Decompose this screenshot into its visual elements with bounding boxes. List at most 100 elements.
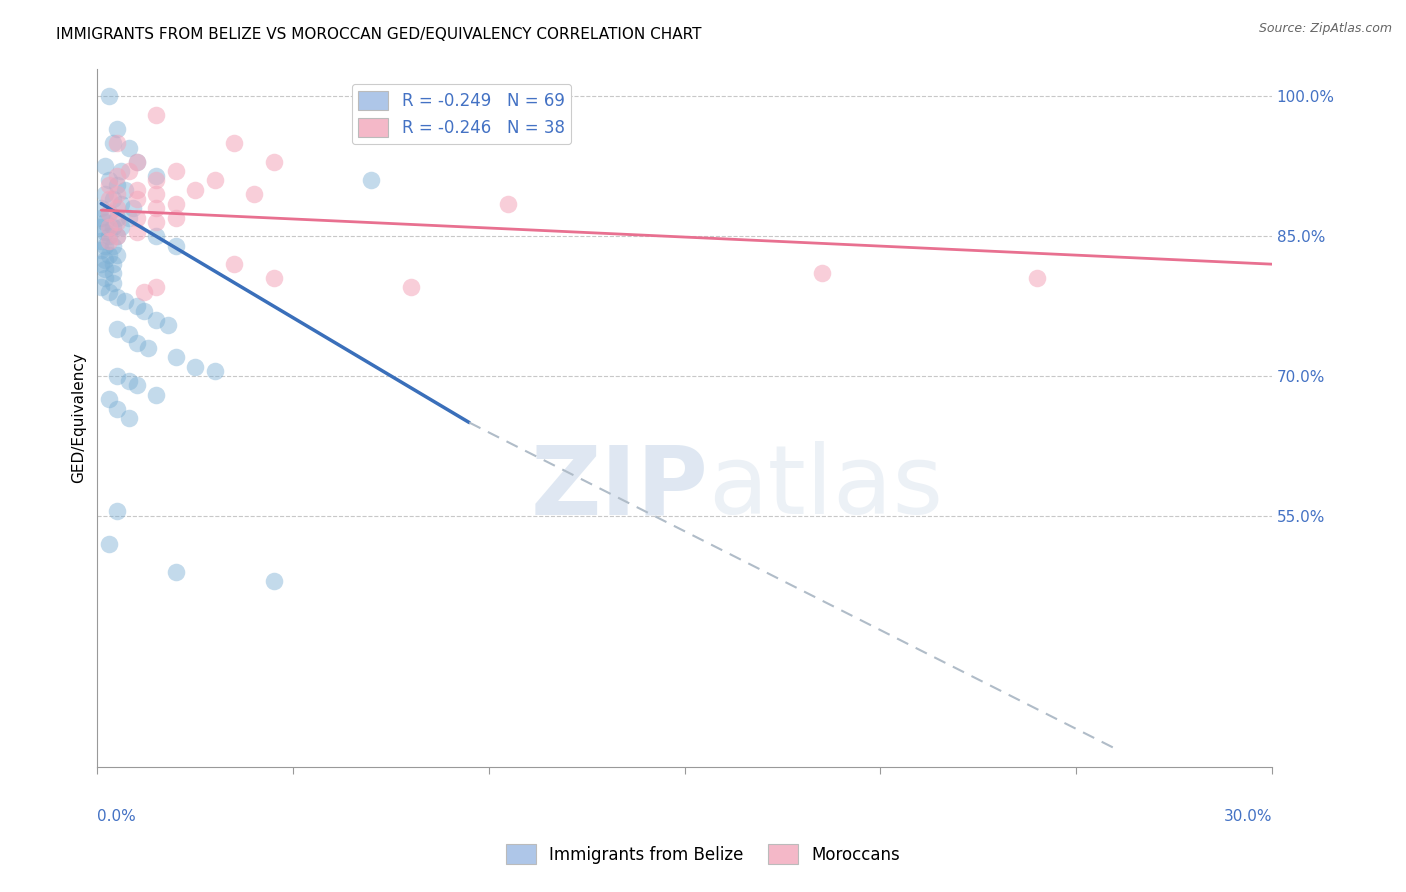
Point	[105, 215, 128, 229]
Point	[145, 173, 167, 187]
Text: ZIP: ZIP	[530, 442, 709, 534]
Point	[184, 183, 207, 197]
Text: Source: ZipAtlas.com: Source: ZipAtlas.com	[1258, 22, 1392, 36]
Point	[90, 234, 112, 248]
Point	[101, 267, 124, 281]
Point	[98, 248, 121, 262]
Point	[114, 183, 136, 197]
Point	[360, 173, 382, 187]
Point	[810, 267, 832, 281]
Point	[114, 294, 136, 309]
Point	[118, 211, 141, 225]
Point	[118, 164, 141, 178]
Point	[125, 211, 148, 225]
Point	[98, 229, 121, 244]
Point	[118, 141, 141, 155]
Legend: R = -0.249   N = 69, R = -0.246   N = 38: R = -0.249 N = 69, R = -0.246 N = 38	[352, 84, 571, 144]
Point	[105, 201, 128, 215]
Point	[125, 336, 148, 351]
Point	[90, 257, 112, 271]
Point	[101, 219, 124, 234]
Point	[101, 276, 124, 290]
Point	[125, 378, 148, 392]
Point	[165, 211, 187, 225]
Point	[94, 159, 117, 173]
Point	[105, 136, 128, 150]
Point	[105, 169, 128, 183]
Point	[94, 225, 117, 239]
Point	[134, 285, 156, 299]
Point	[145, 108, 167, 122]
Point	[498, 196, 520, 211]
Point	[105, 401, 128, 416]
Point	[165, 238, 187, 252]
Point	[98, 89, 121, 103]
Point	[263, 154, 285, 169]
Point	[98, 285, 121, 299]
Point	[98, 392, 121, 407]
Text: IMMIGRANTS FROM BELIZE VS MOROCCAN GED/EQUIVALENCY CORRELATION CHART: IMMIGRANTS FROM BELIZE VS MOROCCAN GED/E…	[56, 27, 702, 42]
Point	[98, 178, 121, 192]
Point	[105, 187, 128, 202]
Point	[105, 122, 128, 136]
Point	[101, 192, 124, 206]
Point	[125, 154, 148, 169]
Legend: Immigrants from Belize, Moroccans: Immigrants from Belize, Moroccans	[499, 838, 907, 871]
Text: 0.0%: 0.0%	[97, 809, 136, 824]
Point	[125, 192, 148, 206]
Point	[98, 173, 121, 187]
Point	[204, 173, 226, 187]
Point	[1026, 271, 1049, 285]
Point	[105, 211, 128, 225]
Point	[94, 271, 117, 285]
Point	[98, 219, 121, 234]
Point	[110, 196, 132, 211]
Point	[145, 169, 167, 183]
Point	[90, 280, 112, 294]
Point	[224, 257, 246, 271]
Point	[165, 565, 187, 579]
Point	[105, 229, 128, 244]
Point	[184, 359, 207, 374]
Point	[101, 238, 124, 252]
Point	[118, 410, 141, 425]
Point	[98, 234, 121, 248]
Point	[145, 280, 167, 294]
Point	[263, 271, 285, 285]
Point	[145, 215, 167, 229]
Point	[165, 351, 187, 365]
Point	[136, 341, 159, 355]
Point	[145, 229, 167, 244]
Point	[165, 196, 187, 211]
Point	[98, 206, 121, 220]
Point	[90, 211, 112, 225]
Point	[263, 574, 285, 588]
Point	[105, 368, 128, 383]
Text: atlas: atlas	[709, 442, 943, 534]
Point	[94, 252, 117, 267]
Point	[94, 187, 117, 202]
Point	[145, 387, 167, 401]
Point	[98, 192, 121, 206]
Point	[90, 219, 112, 234]
Y-axis label: GED/Equivalency: GED/Equivalency	[72, 352, 86, 483]
Point	[399, 280, 422, 294]
Point	[105, 290, 128, 304]
Point	[224, 136, 246, 150]
Point	[125, 183, 148, 197]
Point	[165, 164, 187, 178]
Point	[105, 248, 128, 262]
Point	[243, 187, 266, 202]
Point	[90, 243, 112, 257]
Point	[98, 206, 121, 220]
Point	[145, 187, 167, 202]
Point	[118, 374, 141, 388]
Point	[110, 164, 132, 178]
Point	[145, 201, 167, 215]
Point	[134, 303, 156, 318]
Point	[105, 322, 128, 336]
Point	[125, 225, 148, 239]
Point	[105, 178, 128, 192]
Point	[204, 364, 226, 378]
Point	[94, 261, 117, 276]
